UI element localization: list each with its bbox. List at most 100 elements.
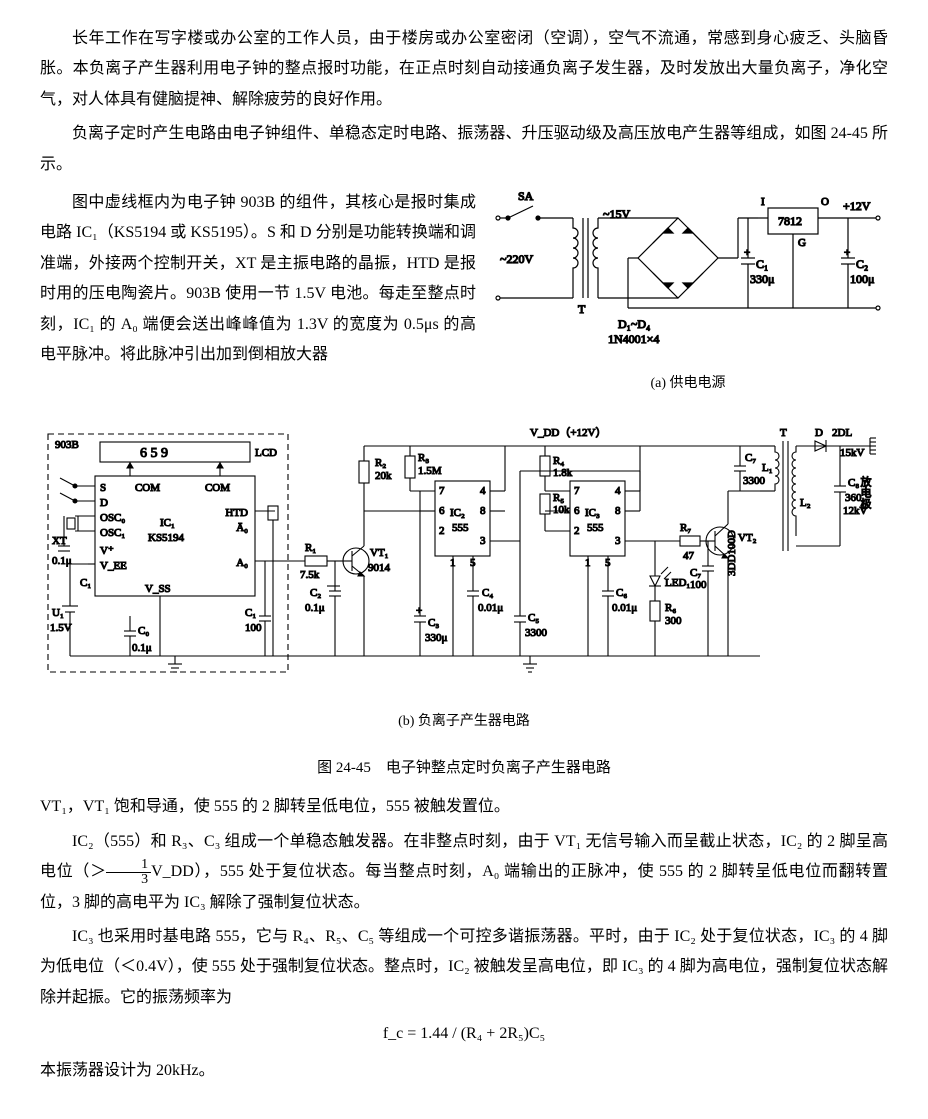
- svg-text:7: 7: [439, 485, 445, 497]
- svg-text:C₀: C₀: [138, 625, 149, 637]
- label-lcd: LCD: [255, 447, 277, 459]
- label-c2v: 100μ: [850, 272, 874, 286]
- svg-text:330μ: 330μ: [425, 632, 448, 644]
- svg-text:R₂: R₂: [375, 457, 386, 469]
- svg-text:HTD: HTD: [225, 507, 248, 519]
- svg-text:15kV: 15kV: [840, 447, 865, 459]
- paragraph-3: 图中虚线框内为电子钟 903B 的组件，其核心是报时集成电路 IC₁（KS519…: [40, 188, 476, 370]
- svg-text:C₅: C₅: [528, 612, 539, 624]
- formula: f_c = 1.44 / (R₄ + 2R₅)C₅: [40, 1019, 888, 1049]
- svg-text:4: 4: [615, 485, 621, 497]
- label-15v: ~15V: [603, 207, 630, 221]
- svg-text:A₀: A₀: [236, 557, 248, 569]
- svg-text:4: 4: [480, 485, 486, 497]
- label-diodes: D₁~D₄: [618, 317, 650, 331]
- svg-text:+: +: [744, 247, 750, 259]
- figure-b: 903B LCD 6 5 9 IC₁ KS5194 S D OSC₀ OSC₁ …: [40, 416, 888, 736]
- svg-text:1.8k: 1.8k: [553, 467, 573, 479]
- figure-caption: 图 24-45 电子钟整点定时负离子产生器电路: [40, 754, 888, 783]
- svg-text:D: D: [100, 497, 108, 509]
- svg-text:8: 8: [615, 505, 621, 517]
- label-i: I: [761, 196, 765, 208]
- svg-text:2: 2: [439, 525, 445, 537]
- svg-text:C₇: C₇: [690, 567, 701, 579]
- fraction: 13: [106, 858, 151, 887]
- svg-text:3300: 3300: [743, 475, 766, 487]
- svg-text:V⁺: V⁺: [100, 545, 114, 557]
- label-g: G: [798, 237, 806, 249]
- label-12v: +12V: [843, 199, 871, 213]
- label-t: T: [578, 302, 586, 316]
- svg-text:C₁: C₁: [80, 577, 91, 589]
- paragraph-4: VT₁，VT₁ 饱和导通，使 555 的 2 脚转呈低电位，555 被触发置位。: [40, 792, 888, 822]
- svg-text:R₆: R₆: [665, 602, 676, 614]
- svg-text:L₂: L₂: [800, 497, 811, 509]
- svg-text:C₈: C₈: [848, 477, 859, 489]
- svg-text:10k: 10k: [553, 504, 570, 516]
- svg-text:3300: 3300: [525, 627, 548, 639]
- svg-text:C₄: C₄: [482, 587, 493, 599]
- svg-text:+: +: [844, 247, 850, 259]
- svg-text:L₁: L₁: [762, 462, 773, 474]
- svg-text:T: T: [780, 427, 787, 439]
- svg-text:300: 300: [665, 615, 682, 627]
- svg-text:100: 100: [245, 622, 262, 634]
- paragraph-5: IC₂（555）和 R₃、C₃ 组成一个单稳态触发器。在非整点时刻，由于 VT₁…: [40, 827, 888, 918]
- label-220v: ~220V: [500, 252, 533, 266]
- svg-text:7: 7: [574, 485, 580, 497]
- svg-text:LED₁: LED₁: [665, 577, 690, 589]
- label-ic1p: KS5194: [148, 532, 185, 544]
- label-vdd: V_DD（+12V）: [530, 426, 606, 439]
- svg-text:R₅: R₅: [553, 492, 564, 504]
- svg-text:C₂: C₂: [310, 587, 321, 599]
- svg-text:R₄: R₄: [553, 455, 564, 467]
- svg-text:R₃: R₃: [418, 452, 429, 464]
- svg-text:0.1μ: 0.1μ: [132, 642, 152, 654]
- figure-row: 图中虚线框内为电子钟 903B 的组件，其核心是报时集成电路 IC₁（KS519…: [40, 188, 888, 408]
- label-ic1: IC₁: [160, 517, 175, 529]
- svg-text:47: 47: [683, 550, 695, 562]
- svg-text:V_EE: V_EE: [100, 560, 127, 572]
- svg-text:1.5M: 1.5M: [418, 465, 442, 477]
- svg-text:COM: COM: [205, 482, 230, 494]
- svg-text:D: D: [815, 427, 823, 439]
- paragraph-1: 长年工作在写字楼或办公室的工作人员，由于楼房或办公室密闭（空调），空气不流通，常…: [40, 24, 888, 115]
- svg-text:100: 100: [690, 579, 707, 591]
- figure-b-caption: (b) 负离子产生器电路: [40, 709, 888, 736]
- svg-text:6: 6: [439, 505, 445, 517]
- svg-text:IC₃: IC₃: [585, 507, 600, 519]
- svg-text:0.1μ: 0.1μ: [52, 555, 72, 567]
- label-c1: C₁: [756, 257, 768, 271]
- svg-text:2DL: 2DL: [832, 427, 852, 439]
- svg-text:555: 555: [587, 522, 604, 534]
- svg-text:IC₂: IC₂: [450, 507, 465, 519]
- label-sa: SA: [518, 189, 534, 203]
- svg-text:2: 2: [574, 525, 580, 537]
- svg-text:COM: COM: [135, 482, 160, 494]
- label-c2: C₂: [856, 257, 868, 271]
- svg-text:3: 3: [615, 535, 621, 547]
- svg-text:+: +: [416, 605, 422, 617]
- svg-text:20k: 20k: [375, 470, 392, 482]
- svg-text:OSC₁: OSC₁: [100, 527, 125, 539]
- svg-text:R₁: R₁: [305, 542, 316, 554]
- svg-text:7.5k: 7.5k: [300, 569, 320, 581]
- paragraph-2: 负离子定时产生电路由电子钟组件、单稳态定时电路、振荡器、升压驱动级及高压放电产生…: [40, 119, 888, 180]
- svg-text:C₇: C₇: [745, 452, 756, 464]
- svg-text:9014: 9014: [368, 562, 391, 574]
- paragraph-6: IC₃ 也采用时基电路 555，它与 R₄、R₅、C₅ 等组成一个可控多谐振荡器…: [40, 922, 888, 1013]
- svg-text:V_SS: V_SS: [145, 583, 171, 595]
- svg-text:0.01μ: 0.01μ: [478, 602, 503, 614]
- svg-text:0.1μ: 0.1μ: [305, 602, 325, 614]
- svg-text:555: 555: [452, 522, 469, 534]
- paragraph-5b: V_DD），555 处于复位状态。每当整点时刻，A₀ 端输出的正脉冲，使 555…: [40, 863, 888, 910]
- svg-text:C₃: C₃: [428, 617, 439, 629]
- svg-text:6 5 9: 6 5 9: [140, 446, 168, 461]
- label-diodes2: 1N4001×4: [608, 332, 659, 346]
- svg-text:C₁: C₁: [245, 607, 256, 619]
- figure-a-svg: SA ~220V T ~15V: [488, 188, 888, 358]
- label-7812: 7812: [778, 214, 802, 228]
- svg-text:0.01μ: 0.01μ: [612, 602, 637, 614]
- svg-text:6: 6: [574, 505, 580, 517]
- figure-a-caption: (a) 供电电源: [488, 371, 888, 398]
